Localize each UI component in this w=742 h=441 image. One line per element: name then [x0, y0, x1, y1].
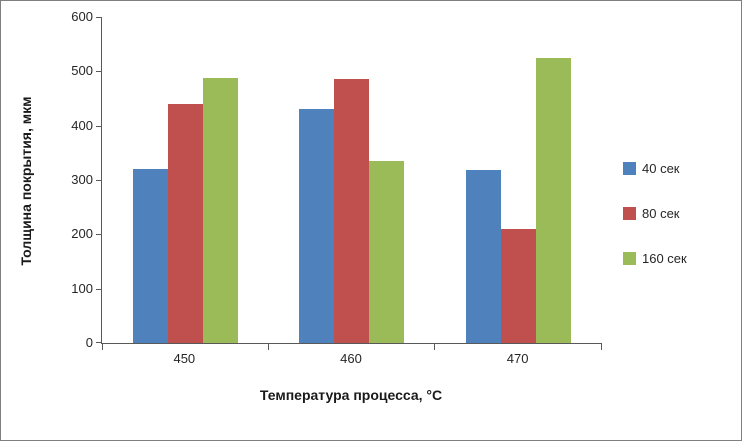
- bar-450-40-сек: [132, 169, 168, 343]
- y-tick-mark: [96, 17, 102, 18]
- x-tick-mark: [268, 344, 269, 350]
- y-tick-mark: [96, 180, 102, 181]
- x-tick-label-460: 460: [340, 351, 362, 366]
- bar-460-160-сек: [369, 161, 405, 343]
- y-tick-mark: [96, 288, 102, 290]
- x-tick-label-470: 470: [506, 351, 529, 366]
- y-tick-label-600: 600: [71, 9, 93, 24]
- x-tick-label-450: 450: [173, 351, 196, 366]
- y-axis: 0 100 200 300 400 500 600: [51, 9, 99, 350]
- y-tick-mark: [96, 234, 102, 236]
- y-tick-label-300: 300: [71, 172, 93, 187]
- legend-label: 80 сек: [642, 206, 680, 221]
- legend-label: 160 сек: [642, 251, 687, 266]
- bar-460-40-сек: [299, 109, 335, 343]
- legend-item-160-сек: 160 сек: [623, 251, 687, 266]
- legend-swatch: [623, 207, 636, 220]
- x-tick-mark: [434, 344, 435, 350]
- y-tick-label-0: 0: [85, 335, 93, 350]
- y-tick-mark: [96, 71, 102, 73]
- bar-450-80-сек: [167, 104, 203, 343]
- y-tick-label-100: 100: [71, 280, 93, 296]
- bar-450-160-сек: [202, 78, 238, 343]
- legend-item-40-сек: 40 сек: [623, 161, 687, 176]
- x-tick-mark: [601, 344, 602, 350]
- y-tick-label-400: 400: [71, 117, 93, 133]
- legend-swatch: [623, 162, 636, 175]
- bar-group-450: [102, 17, 269, 343]
- bar-470-160-сек: [536, 58, 572, 343]
- legend-swatch: [623, 252, 636, 265]
- y-tick-mark: [96, 125, 102, 127]
- bar-470-80-сек: [501, 229, 537, 343]
- y-tick-mark: [96, 342, 102, 343]
- bar-460-80-сек: [334, 79, 370, 343]
- y-tick-label-500: 500: [71, 63, 93, 79]
- legend-item-80-сек: 80 сек: [623, 206, 687, 221]
- legend: 40 сек 80 сек 160 сек: [623, 161, 687, 266]
- bar-group-460: [269, 17, 436, 343]
- plot-area: [96, 17, 602, 350]
- x-axis-title: Температура процесса, °C: [259, 387, 443, 403]
- y-axis-title: Толщина покрытия, мкм: [18, 96, 34, 266]
- legend-label: 40 сек: [642, 161, 680, 176]
- bar-470-40-сек: [466, 170, 502, 343]
- y-tick-label-200: 200: [71, 226, 93, 242]
- x-tick-mark: [102, 344, 103, 350]
- bar-group-470: [435, 17, 602, 343]
- x-axis: 450 460 470: [101, 344, 601, 366]
